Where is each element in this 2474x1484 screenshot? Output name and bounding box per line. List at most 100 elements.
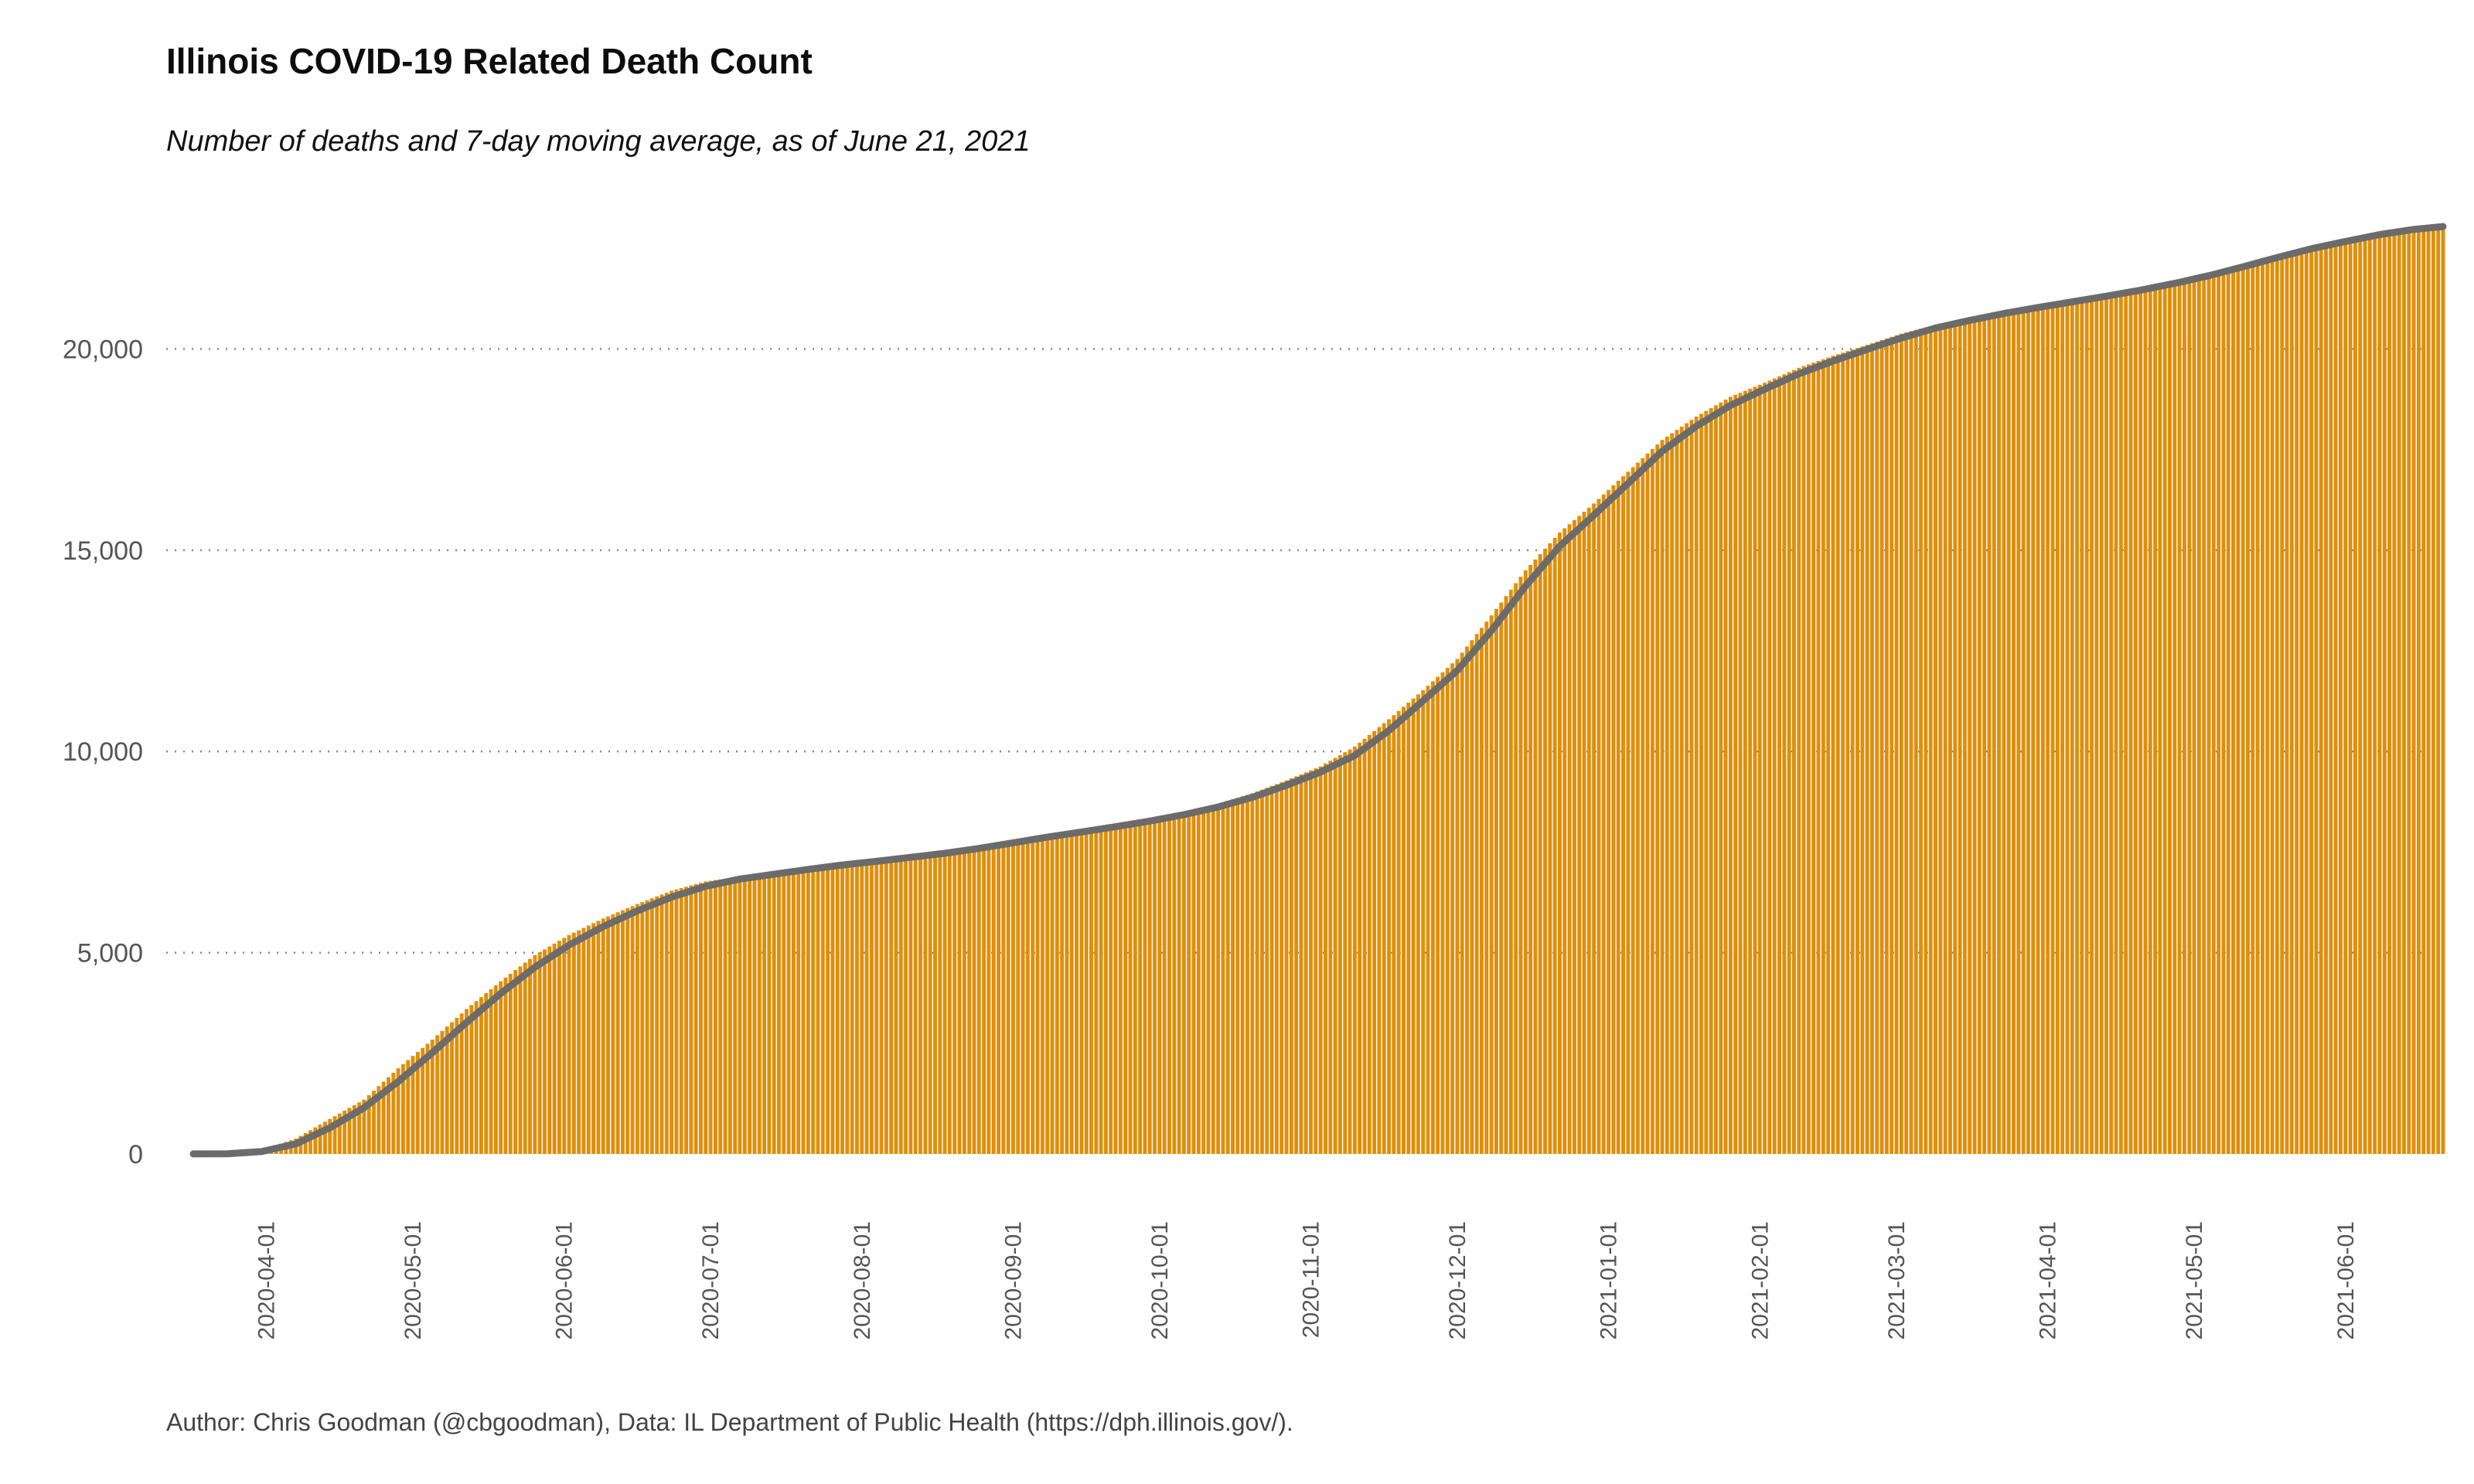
bar bbox=[1953, 320, 1958, 1155]
bar bbox=[1723, 400, 1728, 1154]
bar bbox=[1611, 485, 1616, 1154]
bar bbox=[2211, 271, 2216, 1154]
bar bbox=[2373, 233, 2377, 1154]
bar bbox=[889, 858, 894, 1154]
chart-caption: Author: Chris Goodman (@cbgoodman), Data… bbox=[166, 1408, 1293, 1436]
bar bbox=[942, 851, 947, 1154]
bar bbox=[1206, 805, 1211, 1154]
bar bbox=[1508, 589, 1513, 1154]
bar bbox=[1474, 634, 1479, 1154]
x-tick-label: 2020-05-01 bbox=[400, 1221, 426, 1339]
bar bbox=[2202, 274, 2206, 1154]
bar bbox=[2080, 298, 2084, 1154]
bar bbox=[2280, 254, 2285, 1154]
bar bbox=[987, 844, 991, 1154]
bar bbox=[421, 1047, 425, 1154]
bar bbox=[2431, 226, 2435, 1155]
bar bbox=[1318, 766, 1323, 1154]
bar bbox=[2162, 282, 2167, 1155]
bar bbox=[2217, 270, 2221, 1154]
bar bbox=[806, 867, 810, 1154]
bar bbox=[377, 1086, 381, 1154]
bar bbox=[869, 859, 874, 1154]
bar bbox=[884, 858, 888, 1154]
bar bbox=[2441, 225, 2445, 1154]
bar bbox=[1601, 494, 1606, 1154]
bar bbox=[777, 871, 781, 1154]
bar bbox=[1050, 834, 1055, 1154]
bar bbox=[1641, 458, 1645, 1154]
x-tick-label: 2021-02-01 bbox=[1747, 1221, 1773, 1339]
bar bbox=[1968, 317, 1972, 1154]
bar bbox=[928, 853, 932, 1154]
bar bbox=[1972, 316, 1977, 1154]
x-tick-label: 2020-09-01 bbox=[1001, 1221, 1027, 1339]
bar bbox=[543, 949, 547, 1154]
bar bbox=[2377, 233, 2382, 1155]
bar bbox=[562, 938, 567, 1154]
bar bbox=[1235, 798, 1240, 1154]
bar bbox=[1352, 746, 1357, 1154]
bar bbox=[1943, 322, 1948, 1154]
bar bbox=[2285, 252, 2289, 1155]
bar bbox=[1567, 524, 1572, 1154]
bar bbox=[1172, 813, 1177, 1154]
bar bbox=[2236, 265, 2241, 1155]
bar bbox=[2050, 303, 2055, 1154]
bar bbox=[786, 870, 791, 1154]
moving-average bbox=[189, 223, 2447, 1158]
bar bbox=[1890, 336, 1894, 1154]
bar bbox=[1665, 436, 1669, 1154]
bar bbox=[2304, 247, 2309, 1155]
bar bbox=[1552, 537, 1557, 1154]
bar bbox=[2026, 307, 2030, 1154]
bar bbox=[459, 1013, 464, 1154]
bar bbox=[728, 877, 732, 1154]
bar bbox=[1806, 364, 1811, 1154]
bar bbox=[1099, 826, 1103, 1154]
bar bbox=[1021, 839, 1025, 1154]
bar bbox=[674, 889, 679, 1154]
bar bbox=[430, 1040, 434, 1154]
bar bbox=[830, 864, 835, 1154]
bar bbox=[845, 863, 850, 1154]
bar bbox=[933, 853, 937, 1154]
bar bbox=[1904, 332, 1909, 1154]
bar bbox=[2036, 305, 2040, 1155]
bar bbox=[659, 894, 664, 1154]
bar bbox=[479, 997, 483, 1154]
bar bbox=[425, 1043, 430, 1154]
bar bbox=[1436, 676, 1440, 1154]
bar bbox=[528, 958, 533, 1154]
bar bbox=[713, 880, 717, 1154]
bar bbox=[1460, 652, 1464, 1154]
bar bbox=[1065, 832, 1069, 1154]
bar bbox=[1924, 327, 1928, 1155]
bar bbox=[2314, 245, 2319, 1154]
bar bbox=[1191, 809, 1196, 1154]
bar bbox=[1040, 836, 1044, 1154]
bar bbox=[1592, 503, 1597, 1154]
bar bbox=[1763, 383, 1767, 1154]
x-tick-label: 2020-11-01 bbox=[1299, 1221, 1324, 1338]
bar bbox=[440, 1030, 445, 1154]
bar bbox=[1382, 723, 1386, 1154]
bar bbox=[1558, 532, 1562, 1154]
bar bbox=[898, 856, 903, 1154]
x-tick-label: 2020-06-01 bbox=[552, 1221, 578, 1339]
bar bbox=[1577, 516, 1582, 1154]
bar bbox=[1928, 325, 1933, 1155]
bar bbox=[332, 1116, 337, 1154]
bar bbox=[1704, 410, 1709, 1154]
bar bbox=[1523, 570, 1528, 1154]
bar bbox=[947, 850, 952, 1154]
bar bbox=[1016, 839, 1021, 1154]
bar bbox=[1269, 785, 1274, 1154]
bar bbox=[1875, 342, 1879, 1154]
bar bbox=[1938, 323, 1943, 1154]
bar bbox=[2060, 301, 2065, 1154]
bar bbox=[1035, 836, 1040, 1154]
bar bbox=[1465, 646, 1469, 1154]
bar bbox=[1782, 374, 1787, 1154]
bar bbox=[1440, 672, 1445, 1154]
